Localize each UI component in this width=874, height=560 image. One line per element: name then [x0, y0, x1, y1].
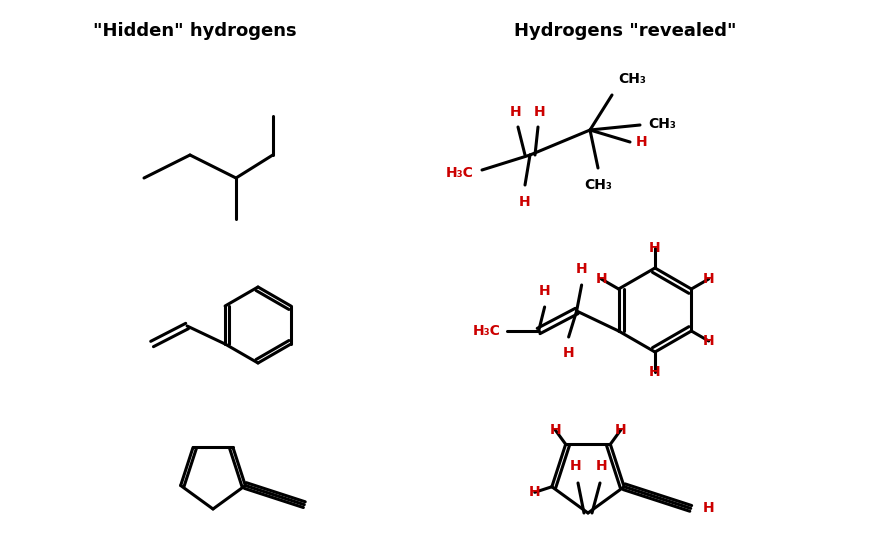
Text: H: H [703, 334, 715, 348]
Text: H: H [549, 423, 561, 437]
Text: CH₃: CH₃ [584, 178, 612, 192]
Text: H: H [576, 262, 587, 276]
Text: H: H [595, 272, 607, 286]
Text: H: H [703, 272, 715, 286]
Text: H: H [519, 195, 531, 209]
Text: H: H [510, 105, 522, 119]
Text: H: H [636, 135, 648, 149]
Text: CH₃: CH₃ [648, 117, 676, 131]
Text: H: H [570, 459, 582, 473]
Text: CH₃: CH₃ [618, 72, 646, 86]
Text: H₃C: H₃C [446, 166, 474, 180]
Text: H: H [596, 459, 607, 473]
Text: H: H [534, 105, 545, 119]
Text: H: H [563, 346, 574, 360]
Text: H: H [649, 241, 661, 255]
Text: H: H [538, 284, 551, 298]
Text: "Hidden" hydrogens: "Hidden" hydrogens [94, 22, 297, 40]
Text: H: H [615, 423, 627, 437]
Text: H: H [703, 501, 714, 515]
Text: H₃C: H₃C [473, 324, 501, 338]
Text: Hydrogens "revealed": Hydrogens "revealed" [514, 22, 736, 40]
Text: H: H [649, 365, 661, 379]
Text: H: H [529, 486, 540, 500]
